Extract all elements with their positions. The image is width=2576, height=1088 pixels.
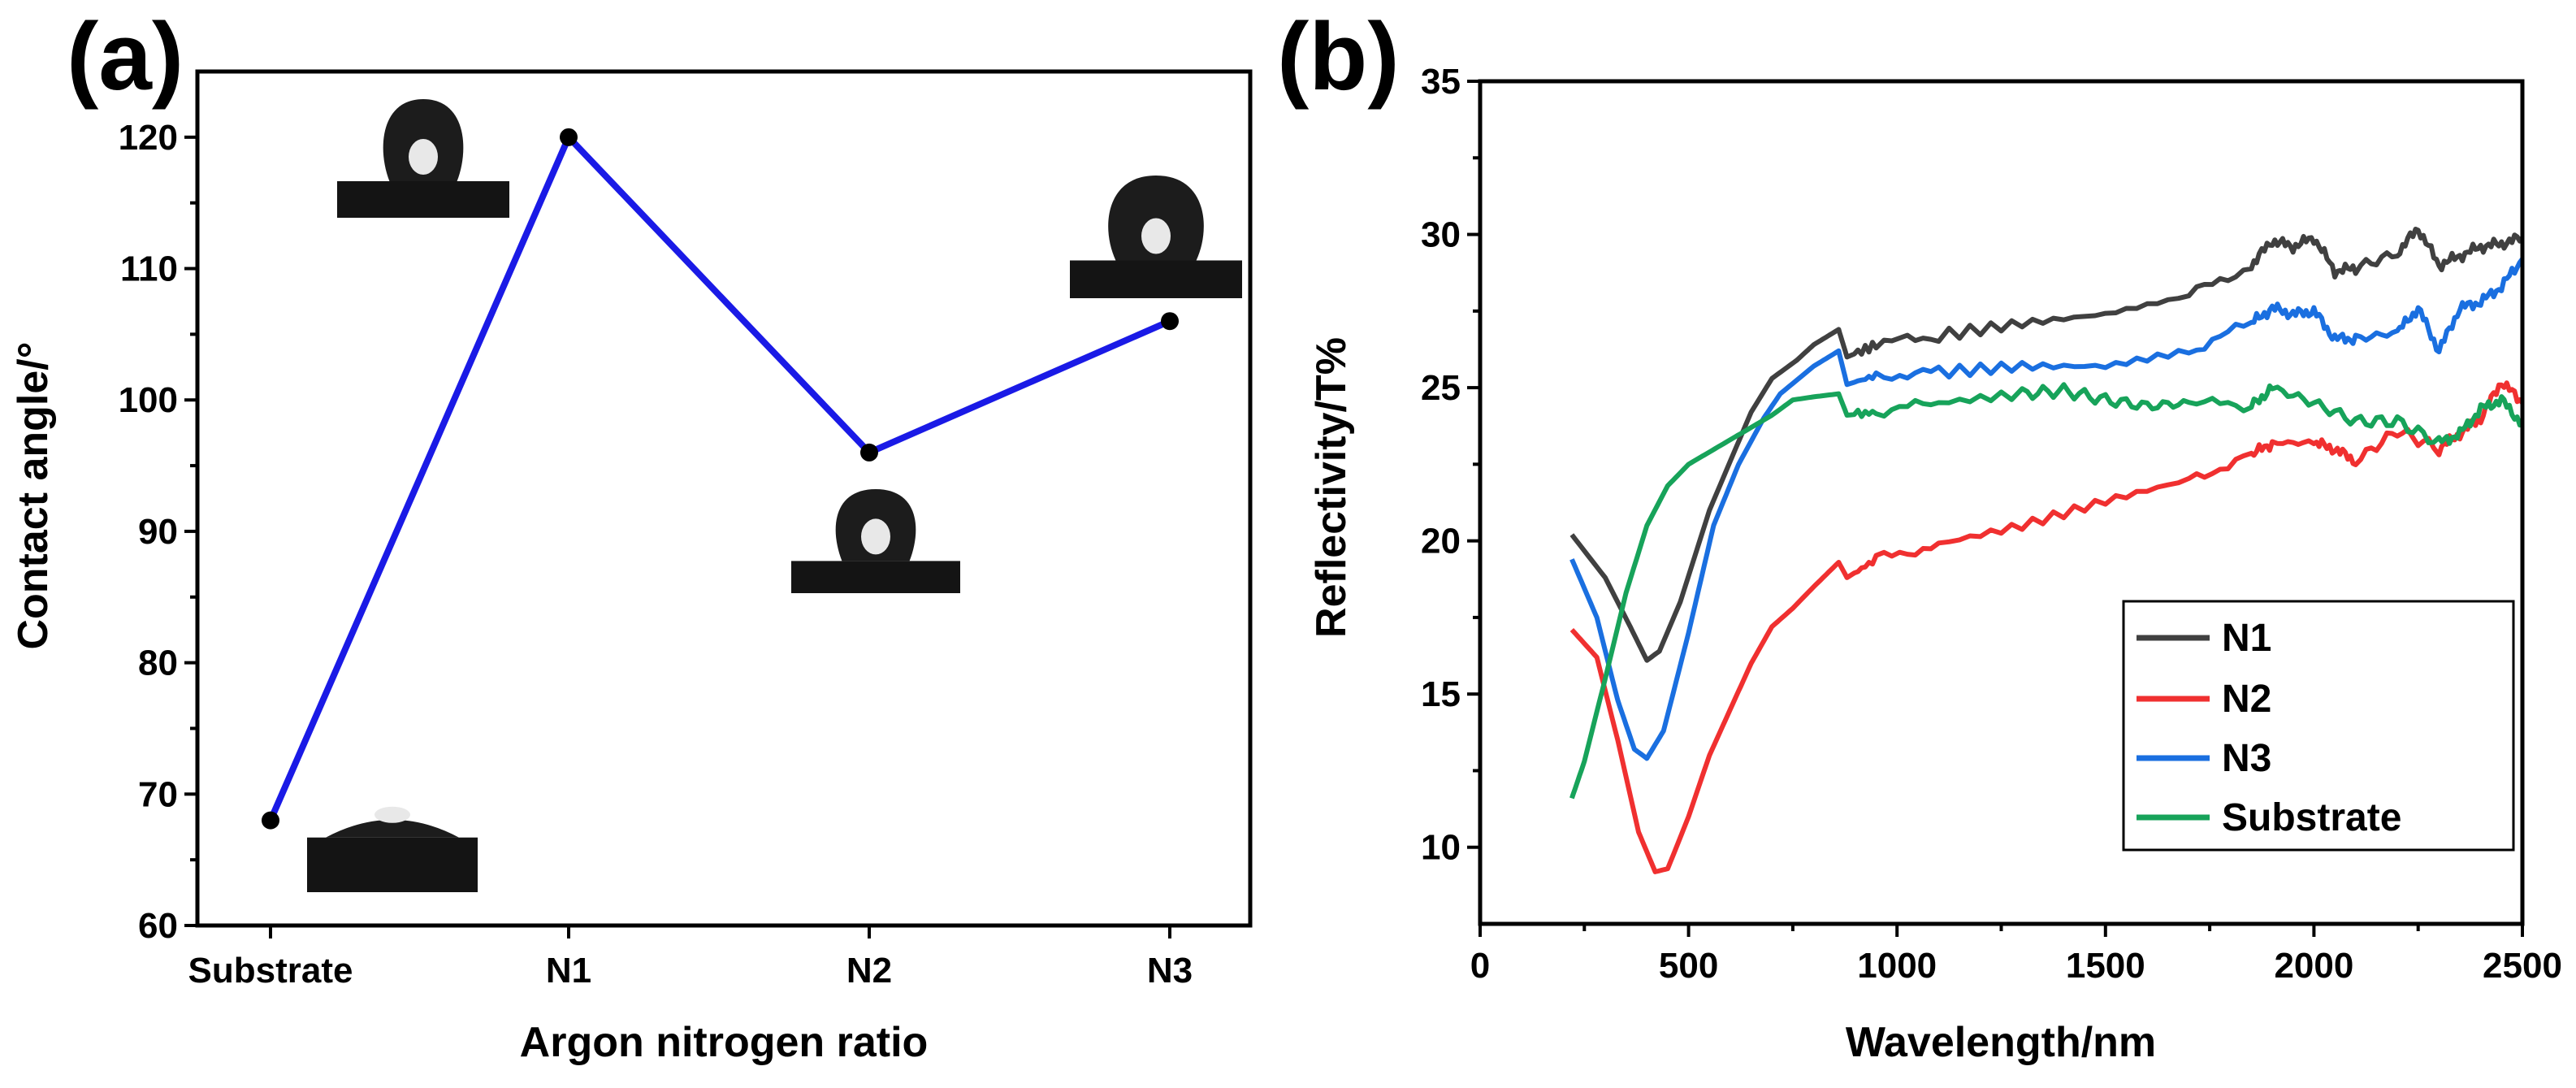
a-y-tick-label: 120 [119, 118, 178, 158]
droplet-highlight [861, 518, 890, 555]
panel-a-label: (a) [67, 3, 184, 111]
b-y-tick-label: 10 [1421, 828, 1461, 868]
droplet-highlight [1141, 218, 1171, 254]
a-series-line [267, 133, 1171, 822]
b-y-tick-label: 20 [1421, 522, 1461, 561]
a-data-point [262, 811, 279, 830]
droplet-substrate [1070, 260, 1242, 298]
b-series-line-substrate [1569, 382, 2523, 800]
a-plot-frame [195, 69, 1253, 928]
a-data-point [560, 128, 578, 146]
b-y-tick-label: 25 [1421, 368, 1461, 408]
a-y-tick-label: 100 [119, 380, 178, 420]
a-x-tick-label: N2 [846, 951, 892, 990]
b-x-tick-label: 2500 [2483, 946, 2562, 986]
droplet-highlight [409, 139, 438, 175]
b-y-tick-label: 15 [1421, 674, 1461, 714]
a-y-tick-label: 70 [138, 774, 178, 814]
a-y-tick-label: 110 [120, 249, 178, 289]
legend-box [2122, 600, 2515, 852]
b-plot-marks [1569, 227, 2525, 874]
a-x-tick-label: N1 [546, 951, 591, 990]
b-y-axis-title: Reflectivity/T% [1308, 337, 1355, 638]
b-x-tick-label: 0 [1470, 946, 1490, 986]
panel-b: (b) 10 15 20 25 30 35 0 500 1000 1500 2000 2500 Wav… [1277, 3, 2562, 1066]
droplet-shape [1108, 176, 1204, 261]
legend-items: N1 N2 N3 Substrate [2137, 617, 2401, 839]
a-x-tick-label: Substrate [188, 951, 353, 990]
droplet-image [791, 486, 960, 593]
a-axis-ticks: 60 70 80 90 100 110 120 Substrate N1 N2 N3 [119, 118, 1193, 990]
panel-b-label: (b) [1277, 3, 1400, 111]
droplet-substrate [791, 561, 960, 593]
a-x-tick-label: N3 [1147, 951, 1193, 990]
legend: N1 N2 N3 Substrate [2122, 600, 2515, 852]
droplet-substrate [337, 181, 509, 218]
legend-label: N2 [2222, 678, 2271, 721]
b-x-tick-label: 500 [1659, 946, 1718, 986]
a-y-tick-label: 60 [138, 906, 178, 946]
b-y-tick-label: 35 [1421, 62, 1461, 102]
a-x-axis-title: Argon nitrogen ratio [520, 1019, 929, 1066]
b-series-line-n2 [1569, 380, 2525, 874]
droplet-highlight [374, 806, 410, 823]
a-plot-marks [262, 128, 1179, 830]
b-x-tick-label: 1000 [1857, 946, 1937, 986]
b-x-tick-label: 1500 [2066, 946, 2145, 986]
a-y-tick-label: 90 [138, 512, 178, 552]
b-series-line-n3 [1569, 257, 2525, 761]
b-y-tick-label: 30 [1421, 215, 1461, 255]
b-x-axis-title: Wavelength/nm [1846, 1019, 2156, 1066]
b-series-line-n1 [1569, 227, 2525, 663]
b-axis-ticks: 10 15 20 25 30 35 0 500 1000 1500 2000 2500 [1421, 62, 2562, 986]
a-y-tick-label: 80 [138, 644, 178, 683]
legend-label: N3 [2222, 737, 2271, 780]
droplet-insets [307, 96, 1242, 892]
panel-a: (a) 60 70 80 90 100 110 120 Substrate N1 N2 N3 Arg… [10, 3, 1253, 1066]
droplet-image [1070, 172, 1242, 298]
droplet-image [307, 798, 478, 892]
a-y-axis-title: Contact angle/° [10, 341, 57, 649]
droplet-image [337, 96, 509, 218]
a-data-point [1161, 312, 1179, 331]
a-data-point [860, 443, 878, 462]
droplet-shape [326, 819, 459, 838]
legend-label: N1 [2222, 617, 2271, 660]
droplet-substrate [307, 837, 478, 892]
b-plot-frame [1478, 79, 2525, 926]
legend-label: Substrate [2222, 796, 2401, 839]
b-x-tick-label: 2000 [2274, 946, 2353, 986]
